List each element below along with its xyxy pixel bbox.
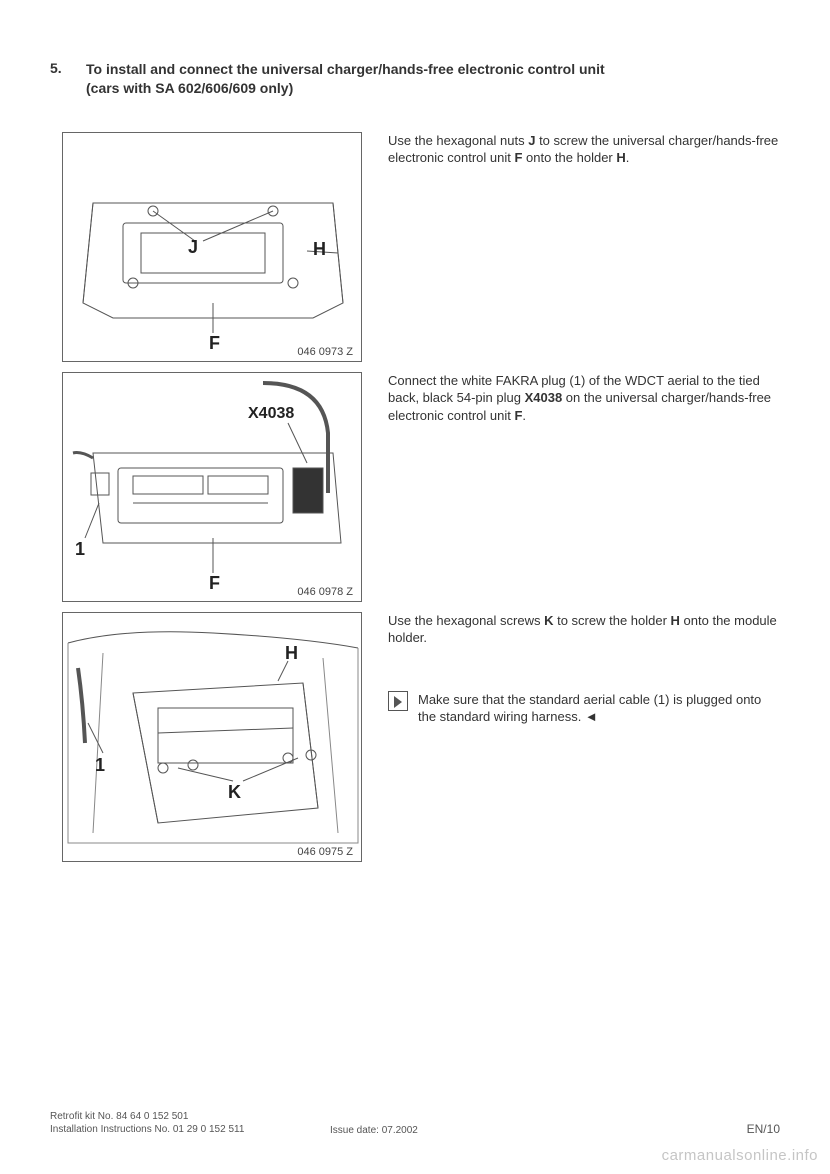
section-number: 5. bbox=[50, 60, 86, 98]
footer-issue: Issue date: 07.2002 bbox=[330, 1125, 418, 1136]
label-K: K bbox=[228, 782, 241, 802]
step-1-text: Use the hexagonal nuts J to screw the un… bbox=[382, 132, 780, 362]
section-header: 5. To install and connect the universal … bbox=[50, 60, 780, 98]
label-F-2: F bbox=[209, 573, 220, 593]
figure-2: X4038 1 F 046 0978 Z bbox=[62, 372, 362, 602]
step-3-text: Use the hexagonal screws K to screw the … bbox=[382, 612, 780, 862]
label-H: H bbox=[313, 239, 326, 259]
step-2: X4038 1 F 046 0978 Z Connect the white F… bbox=[50, 372, 780, 602]
footer-retrofit: Retrofit kit No. 84 64 0 152 501 bbox=[50, 1110, 244, 1123]
watermark: carmanualsonline.info bbox=[662, 1147, 818, 1164]
figure-1-id: 046 0973 Z bbox=[297, 346, 353, 358]
figure-2-id: 046 0978 Z bbox=[297, 586, 353, 598]
label-X4038: X4038 bbox=[248, 405, 294, 422]
label-H-3: H bbox=[285, 643, 298, 663]
figure-1: J H F 046 0973 Z bbox=[62, 132, 362, 362]
figure-3: H K 1 046 0975 Z bbox=[62, 612, 362, 862]
section-title: To install and connect the universal cha… bbox=[86, 60, 605, 98]
step-2-text: Connect the white FAKRA plug (1) of the … bbox=[382, 372, 780, 602]
note-text: Make sure that the standard aerial cable… bbox=[418, 691, 780, 726]
figure-3-id: 046 0975 Z bbox=[297, 846, 353, 858]
label-F: F bbox=[209, 333, 220, 353]
page-footer: Retrofit kit No. 84 64 0 152 501 Install… bbox=[50, 1110, 780, 1136]
footer-page: EN/10 bbox=[747, 1122, 780, 1136]
label-1-3: 1 bbox=[95, 755, 105, 775]
note-icon bbox=[388, 691, 408, 711]
footer-instructions: Installation Instructions No. 01 29 0 15… bbox=[50, 1123, 244, 1136]
note: Make sure that the standard aerial cable… bbox=[388, 691, 780, 726]
label-1: 1 bbox=[75, 539, 85, 559]
label-J: J bbox=[188, 237, 198, 257]
step-3: H K 1 046 0975 Z Use the hexagonal screw… bbox=[50, 612, 780, 862]
step-1: J H F 046 0973 Z Use the hexagonal nuts … bbox=[50, 132, 780, 362]
